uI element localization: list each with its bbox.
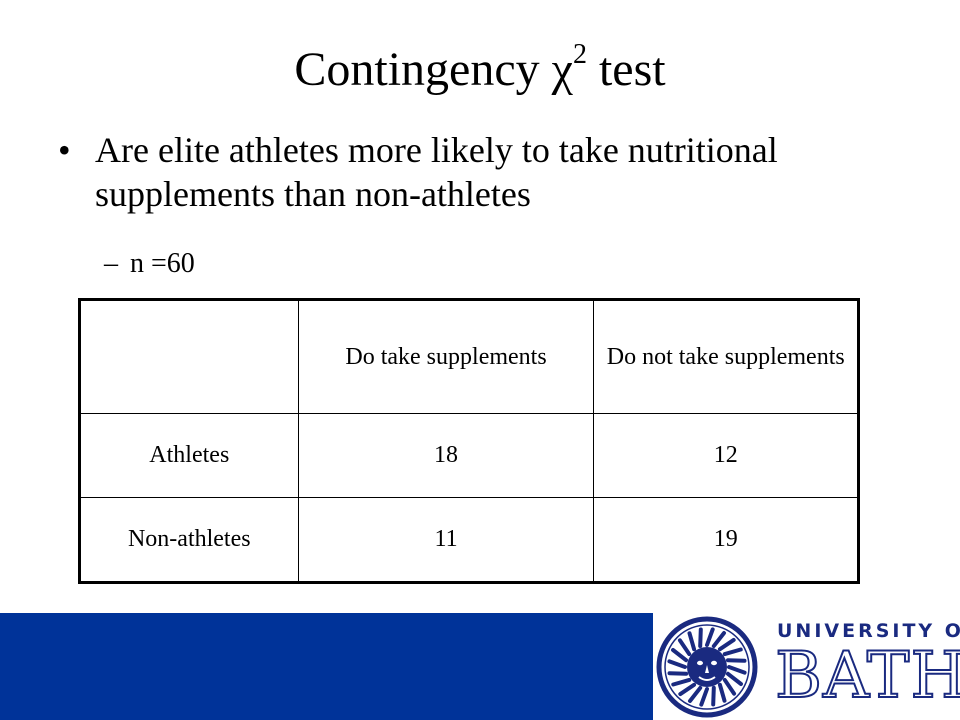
university-logo: UNIVERSITY OF BATH bbox=[653, 612, 960, 720]
table-cell: 19 bbox=[593, 497, 859, 583]
table-row: Non-athletes 11 19 bbox=[79, 497, 859, 583]
table-cell: 18 bbox=[297, 413, 595, 498]
row-label: Non-athletes bbox=[79, 497, 299, 583]
bullet-text: Are elite athletes more likely to take n… bbox=[95, 130, 778, 214]
sun-seal-icon bbox=[656, 616, 758, 718]
title-text: Contingency χ bbox=[294, 43, 573, 96]
table-row: Athletes 18 12 bbox=[79, 413, 859, 498]
bullet-point: • Are elite athletes more likely to take… bbox=[58, 128, 918, 216]
title-suffix: test bbox=[586, 43, 666, 96]
row-label: Athletes bbox=[79, 413, 299, 498]
bullet-marker: • bbox=[58, 130, 71, 170]
table-corner-cell bbox=[79, 299, 299, 414]
logo-bath: BATH bbox=[774, 638, 960, 714]
column-header-take: Do take supplements bbox=[297, 299, 595, 414]
table-header-row: Do take supplements Do not take suppleme… bbox=[79, 299, 859, 414]
title-superscript: 2 bbox=[572, 39, 587, 70]
logo-university-of: UNIVERSITY OF bbox=[777, 620, 960, 642]
table-cell: 12 bbox=[593, 413, 859, 498]
slide-title: Contingency χ2 test bbox=[0, 40, 960, 100]
column-header-not-take: Do not take supplements bbox=[593, 299, 859, 414]
sub-bullet: – n =60 bbox=[104, 246, 195, 282]
sub-bullet-marker: – bbox=[104, 248, 118, 279]
sub-bullet-text: n =60 bbox=[130, 248, 195, 279]
contingency-table: Do take supplements Do not take suppleme… bbox=[78, 298, 860, 584]
table-cell: 11 bbox=[297, 497, 595, 583]
